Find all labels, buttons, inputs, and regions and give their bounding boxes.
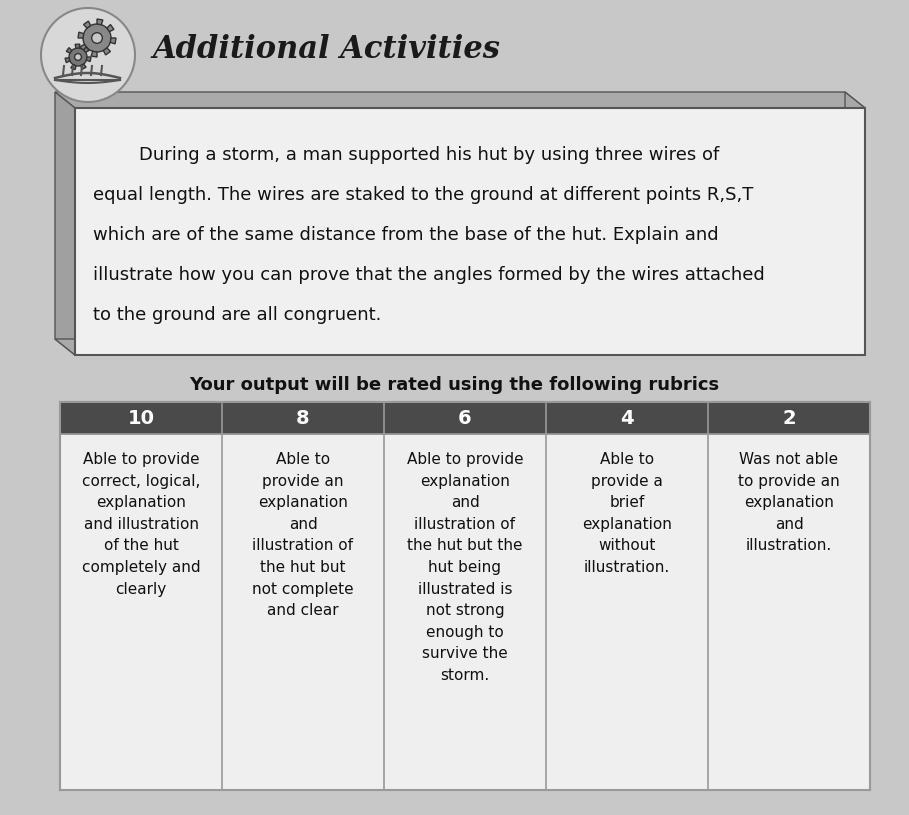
- FancyBboxPatch shape: [75, 108, 865, 355]
- FancyBboxPatch shape: [60, 402, 870, 434]
- Text: 4: 4: [620, 408, 634, 428]
- Circle shape: [69, 48, 87, 66]
- Polygon shape: [78, 32, 84, 38]
- Circle shape: [41, 8, 135, 102]
- Polygon shape: [66, 47, 72, 53]
- Text: Able to
provide a
brief
explanation
without
illustration.: Able to provide a brief explanation with…: [582, 452, 672, 575]
- Polygon shape: [845, 92, 865, 355]
- Text: Your output will be rated using the following rubrics: Your output will be rated using the foll…: [189, 376, 720, 394]
- Text: illustrate how you can prove that the angles formed by the wires attached: illustrate how you can prove that the an…: [93, 266, 764, 284]
- Text: 10: 10: [127, 408, 155, 428]
- Polygon shape: [55, 339, 865, 355]
- Polygon shape: [65, 58, 70, 63]
- Polygon shape: [110, 38, 116, 44]
- Circle shape: [83, 24, 111, 52]
- Polygon shape: [75, 44, 80, 48]
- Polygon shape: [55, 92, 865, 108]
- Circle shape: [75, 54, 82, 60]
- Polygon shape: [86, 57, 91, 62]
- Polygon shape: [84, 46, 89, 52]
- Text: 8: 8: [296, 408, 310, 428]
- Polygon shape: [91, 51, 97, 57]
- Polygon shape: [104, 48, 110, 55]
- Polygon shape: [81, 64, 86, 69]
- Polygon shape: [55, 92, 75, 355]
- Text: 2: 2: [782, 408, 795, 428]
- FancyBboxPatch shape: [60, 434, 870, 790]
- Text: Able to provide
correct, logical,
explanation
and illustration
of the hut
comple: Able to provide correct, logical, explan…: [82, 452, 200, 597]
- Polygon shape: [97, 19, 103, 24]
- Circle shape: [92, 33, 103, 43]
- Text: During a storm, a man supported his hut by using three wires of: During a storm, a man supported his hut …: [93, 146, 719, 164]
- Text: 6: 6: [458, 408, 472, 428]
- Polygon shape: [80, 44, 87, 51]
- Text: to the ground are all congruent.: to the ground are all congruent.: [93, 306, 382, 324]
- Polygon shape: [107, 24, 114, 32]
- Text: which are of the same distance from the base of the hut. Explain and: which are of the same distance from the …: [93, 226, 719, 244]
- Text: Able to
provide an
explanation
and
illustration of
the hut but
not complete
and : Able to provide an explanation and illus…: [252, 452, 354, 619]
- Polygon shape: [84, 21, 91, 28]
- Text: equal length. The wires are staked to the ground at different points R,S,T: equal length. The wires are staked to th…: [93, 186, 754, 204]
- Text: Was not able
to provide an
explanation
and
illustration.: Was not able to provide an explanation a…: [738, 452, 840, 553]
- Polygon shape: [71, 64, 76, 69]
- Text: Additional Activities: Additional Activities: [152, 34, 500, 65]
- Text: Able to provide
explanation
and
illustration of
the hut but the
hut being
illust: Able to provide explanation and illustra…: [406, 452, 524, 683]
